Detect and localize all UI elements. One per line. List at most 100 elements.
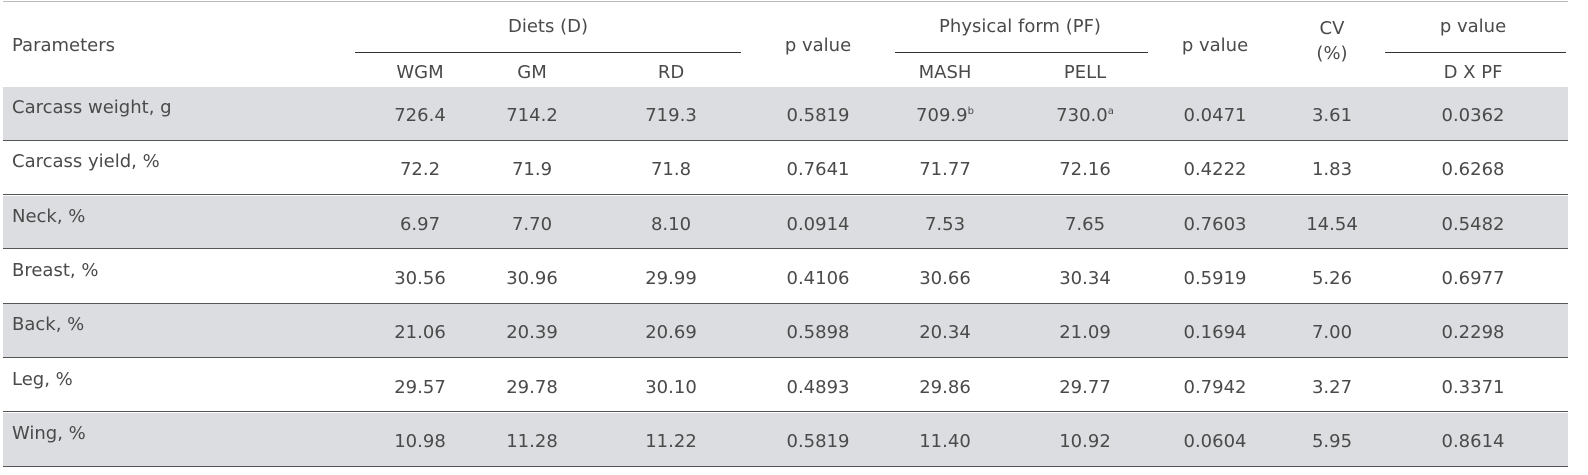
value-cell: 21.09 (1059, 322, 1111, 344)
value-cell: 29.57 (394, 377, 446, 399)
value-cell: 0.8614 (1442, 431, 1505, 453)
value-cell: 30.96 (506, 268, 558, 290)
value: 0.7641 (786, 159, 850, 181)
value: 0.0914 (786, 213, 850, 235)
value-cell: 5.26 (1312, 268, 1352, 290)
value: 71.77 (919, 159, 971, 181)
subheader-cell: MASH (918, 62, 972, 83)
table-row (3, 195, 1568, 250)
value-cell: 71.77 (919, 159, 971, 181)
header-cell: Parameters (12, 35, 116, 56)
header-cell: Diets (D) (508, 16, 588, 37)
value-cell: 0.5819 (787, 431, 850, 453)
value-cell: 709.9b (916, 105, 974, 127)
row-label: Wing, % (12, 422, 86, 444)
value: 5.26 (1311, 267, 1353, 289)
value-cell: 30.66 (919, 268, 971, 290)
value: 7.70 (511, 213, 553, 235)
value: 0.3371 (1441, 376, 1505, 398)
value: 0.0604 (1183, 430, 1247, 452)
value: 30.56 (394, 267, 446, 289)
value-cell: 0.0914 (787, 214, 850, 236)
value: 0.5919 (1183, 267, 1247, 289)
top-rule (3, 1, 1568, 2)
value-cell: 20.69 (645, 322, 697, 344)
value: 0.8614 (1441, 430, 1505, 452)
value: 0.0471 (1183, 105, 1247, 126)
group-rule (1385, 52, 1566, 53)
value: 10.98 (394, 430, 446, 452)
value: 20.39 (506, 322, 558, 344)
value: 0.6977 (1441, 267, 1505, 289)
value-cell: 0.2298 (1442, 322, 1505, 344)
value: 726.4 (394, 105, 446, 126)
value: 29.78 (506, 376, 558, 398)
value: 29.86 (919, 376, 971, 398)
value-cell: 21.06 (394, 322, 446, 344)
value: 714.2 (506, 105, 558, 126)
value: 72.2 (399, 159, 441, 181)
header-cell: Physical form (PF) (939, 16, 1101, 37)
value: 10.92 (1059, 430, 1111, 452)
value-cell: 7.00 (1312, 322, 1352, 344)
value-cell: 0.0471 (1184, 105, 1247, 127)
table-row (3, 250, 1568, 304)
value-cell: 0.5819 (787, 105, 850, 127)
subheader-cell: PELL (1063, 62, 1107, 83)
value-cell: 0.5898 (787, 322, 850, 344)
value: 3.61 (1311, 105, 1353, 126)
value: 0.5819 (786, 430, 850, 452)
value-cell: 72.16 (1059, 159, 1111, 181)
value-cell: 11.22 (645, 431, 697, 453)
value-cell: 29.77 (1059, 377, 1111, 399)
value: 0.0362 (1441, 105, 1505, 126)
value-cell: 7.53 (925, 214, 965, 236)
value-cell: 29.99 (645, 268, 697, 290)
value-cell: 29.86 (919, 377, 971, 399)
value: 30.34 (1059, 267, 1111, 289)
value: 11.40 (919, 430, 971, 452)
value: 1.83 (1311, 159, 1353, 181)
value-cell: 71.8 (651, 159, 691, 181)
value-cell: 72.2 (400, 159, 440, 181)
value-cell: 1.83 (1312, 159, 1352, 181)
value: 21.09 (1059, 322, 1111, 344)
value: 6.97 (399, 213, 441, 235)
value: 30.66 (919, 267, 971, 289)
value: 11.28 (506, 430, 558, 452)
value-cell: 30.10 (645, 377, 697, 399)
header-cell: CV (1319, 18, 1345, 39)
value-cell: 8.10 (651, 214, 691, 236)
value-cell: 0.5482 (1442, 214, 1505, 236)
value-cell: 10.98 (394, 431, 446, 453)
value-cell: 0.4222 (1184, 159, 1247, 181)
value: 14.54 (1306, 213, 1358, 235)
subheader-cell: GM (517, 62, 547, 83)
row-label: Breast, % (12, 259, 99, 281)
value-cell: 30.34 (1059, 268, 1111, 290)
value: 29.77 (1059, 376, 1111, 398)
value-cell: 10.92 (1059, 431, 1111, 453)
value-cell: 719.3 (645, 105, 697, 127)
value: 0.7942 (1183, 376, 1247, 398)
value: 719.3 (645, 105, 697, 126)
header-cell: (%) (1316, 43, 1348, 64)
value-cell: 0.3371 (1442, 377, 1505, 399)
value: 30.96 (506, 267, 558, 289)
value-cell: 30.56 (394, 268, 446, 290)
row-label: Back, % (12, 314, 85, 336)
value-cell: 0.4106 (787, 268, 850, 290)
value: 20.69 (645, 322, 697, 344)
value-cell: 730.0a (1056, 105, 1114, 127)
subheader-cell: WGM (396, 62, 444, 83)
table-row (3, 87, 1568, 141)
value-cell: 0.7603 (1184, 214, 1247, 236)
value-cell: 0.5919 (1184, 268, 1247, 290)
value-cell: 0.6268 (1442, 159, 1505, 181)
value-cell: 7.65 (1065, 214, 1105, 236)
value: 30.10 (645, 376, 697, 398)
superscript: b (967, 106, 974, 117)
value-cell: 0.0362 (1442, 105, 1505, 127)
value-cell: 71.9 (512, 159, 552, 181)
value-cell: 20.34 (919, 322, 971, 344)
